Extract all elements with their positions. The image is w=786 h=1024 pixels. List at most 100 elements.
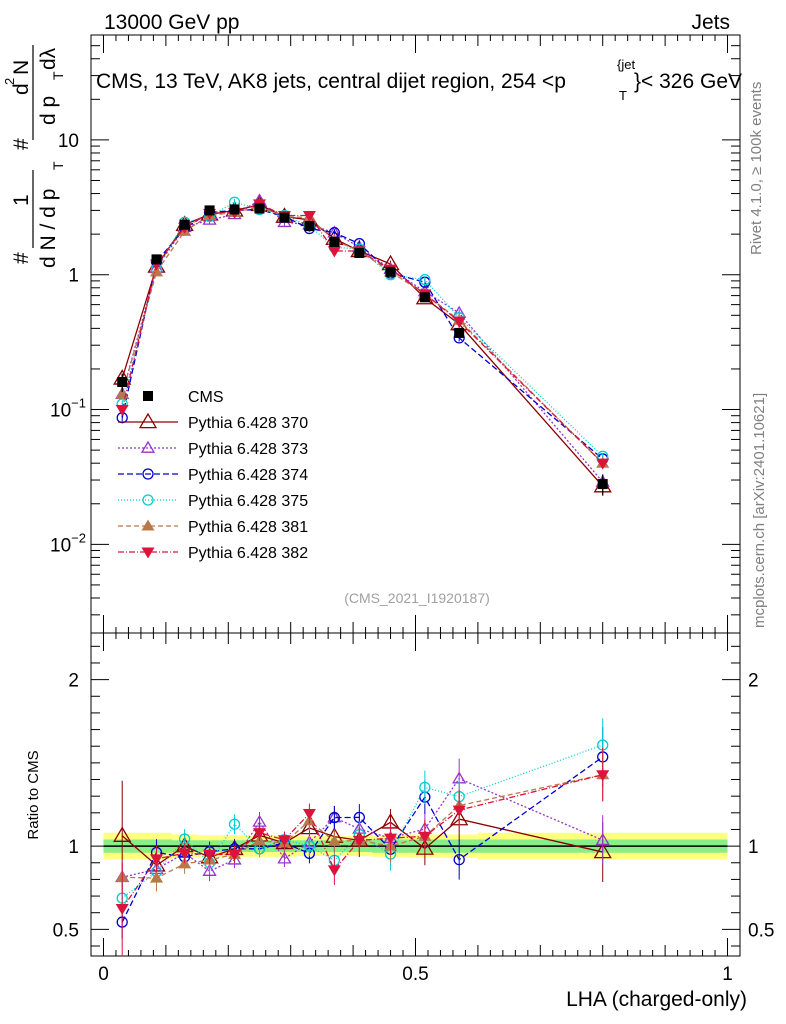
y-tick-label-base: 10 [50,401,71,422]
ylabel-t-sub-2: T [50,71,66,80]
series-point [302,210,316,222]
title-suffix: }< 326 GeV [634,70,742,93]
x-axis-label: LHA (charged-only) [566,988,747,1011]
ratio-point [115,903,129,916]
ratio-point [453,853,465,866]
series-point [150,265,164,277]
legend-label-cms: CMS [188,389,224,406]
title-sup: {jet [617,57,635,72]
legend-label: Pythia 6.428 375 [188,493,308,510]
rivet-version-label: Rivet 4.1.0, ≥ 100k events [748,82,765,255]
ylabel-dpt: d p [37,96,60,125]
ratio-y-tick-label-left: 2 [68,671,79,692]
legend-marker [141,547,155,559]
ratio-series-4 [116,718,609,915]
ratio-point [595,832,610,846]
ratio-point [384,833,398,845]
data-point [385,266,396,277]
ratio-series-line [121,756,604,923]
ylabel-hash-1: # [10,252,33,264]
ylabel-one: 1 [10,194,33,206]
data-point [204,205,215,216]
y-axis-label: # 1 d N / d p T # d N 2 d p T dλ [2,45,66,268]
legend-marker [140,440,156,453]
ratio-series-line [122,774,603,879]
legend: CMS Pythia 6.428 370 Pythia 6.428 373 Pythi… [118,389,308,562]
title-prefix-text: CMS, 13 TeV, AK8 jets, central dijet reg… [96,70,566,93]
ratio-series-line [121,744,603,899]
ratio-point [150,854,164,866]
analysis-label: (CMS_2021_I1920187) [344,590,490,606]
ratio-point [277,851,292,864]
y-tick-label: 10−1 [50,396,86,422]
legend-label: Pythia 6.428 373 [188,441,308,458]
y-tick-label-exp: −1 [71,396,86,411]
data-point [279,212,290,223]
ratio-point [277,835,291,847]
series-line [121,199,604,483]
ratio-point [202,863,217,876]
data-point [151,254,162,265]
ratio-point [418,831,432,843]
ratio-plot-series [103,718,728,956]
ratio-y-tick-label-left: 0.5 [53,920,79,941]
legend-marker-cms [143,391,153,401]
legend-marker [138,412,158,429]
ratio-point [178,848,192,860]
ylabel-dn-dpt: d N / d p [37,189,60,268]
legend-marker [141,519,155,531]
ylabel-dlambda: dλ [37,47,60,70]
ylabel-n: N [10,60,33,75]
data-point [179,219,190,230]
ratio-point [303,840,316,852]
ratio-point [328,811,341,824]
ratio-point [419,781,431,794]
ratio-point [415,839,434,855]
y-tick-label: 10−2 [50,530,86,556]
ratio-y-tick-label-right: 2 [748,671,759,692]
mcplots-label: mcplots.cern.ch [arXiv:2401.10621] [751,393,768,628]
ratio-series-line [121,774,603,909]
x-tick-label: 0 [98,964,109,985]
y-tick-label: 1 [68,266,79,287]
data-point [329,236,340,247]
ratio-series-6 [115,748,610,956]
series-point [596,458,610,470]
legend-label: Pythia 6.428 374 [188,467,308,484]
ylabel-d: d [10,83,33,95]
data-point [117,377,128,388]
ratio-point [452,805,466,817]
legend-marker [142,468,154,480]
legend-label: Pythia 6.428 370 [188,415,308,432]
ratio-point [596,770,610,782]
ratio-axis-ticks: 0 0.5 1 0.5 0.5 1 1 2 2 [53,633,774,985]
ratio-point [252,828,266,840]
series-point [452,316,466,328]
title-prefix: CMS, 13 TeV, AK8 jets, central dijet reg… [96,70,566,93]
data-point [354,247,365,258]
ratio-y-tick-label-left: 1 [68,837,79,858]
ylabel-hash-2: # [10,138,33,150]
y-tick-label-exp: −2 [71,530,86,545]
data-point [304,220,315,231]
series-point [115,404,129,417]
header-left: 13000 GeV pp [104,11,239,34]
legend-label: Pythia 6.428 381 [188,519,308,536]
plot-title: CMS, 13 TeV, AK8 jets, central dijet reg… [96,57,742,103]
y-tick-label: 10 [58,131,79,152]
main-plot-series [113,193,612,496]
legend-label: Pythia 6.428 382 [188,545,308,562]
ratio-point [228,818,241,830]
header-right: Jets [691,11,730,34]
ratio-point [228,849,242,861]
legend-marker [142,494,154,506]
ratio-y-tick-label-right: 0.5 [748,920,774,941]
x-tick-label: 1 [722,964,733,985]
series-cms-data [117,203,608,496]
ratio-series-2 [115,758,610,891]
main-plot-frame [90,34,741,634]
x-tick-label: 0.5 [402,964,428,985]
ratio-point [302,808,316,821]
